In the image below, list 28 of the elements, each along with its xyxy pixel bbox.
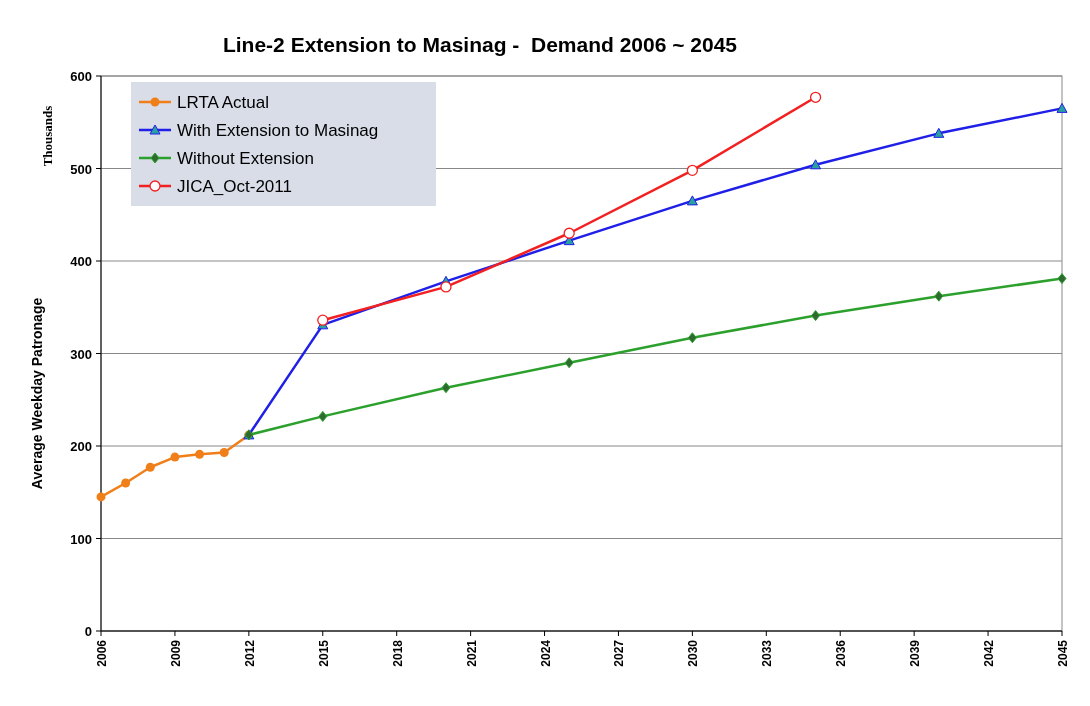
legend-label: LRTA Actual — [177, 93, 269, 112]
x-tick-label: 2036 — [834, 639, 849, 667]
x-tick-label: 2009 — [168, 639, 183, 667]
text: Thousands — [40, 105, 55, 167]
y-tick-label: 600 — [70, 69, 92, 84]
x-tick-label: 2006 — [95, 639, 109, 667]
x-tick-label: 2027 — [612, 639, 627, 667]
x-tick-label: 2012 — [242, 639, 257, 667]
y-tick-label: 200 — [70, 439, 92, 454]
x-tick-label: 2024 — [538, 639, 553, 667]
y-tick-label: 0 — [84, 624, 92, 639]
x-tick-label: 2042 — [982, 639, 997, 667]
y-tick-label: 500 — [70, 161, 92, 177]
x-tick-label: 2015 — [316, 639, 331, 667]
legend-label: With Extension to Masinag — [177, 121, 379, 140]
y-tick-label: 100 — [70, 531, 92, 547]
x-tick-label: 2039 — [908, 639, 923, 667]
x-tick-label: 2021 — [464, 639, 479, 667]
chart-title: Line-2 Extension to Masinag - Demand 2006 ~ 2045 — [222, 33, 738, 56]
y-tick-label: 400 — [70, 254, 92, 269]
y-tick-label: 300 — [70, 346, 92, 362]
x-tick-label: 2045 — [1056, 639, 1070, 667]
legend-label: Without Extension — [177, 149, 315, 168]
x-tick-label: 2030 — [686, 639, 701, 667]
y-axis-title: Average Weekday Patronage — [29, 297, 45, 490]
x-tick-label: 2018 — [390, 639, 405, 667]
legend-label: JICA_Oct-2011 — [177, 177, 292, 196]
x-tick-label: 2033 — [760, 639, 775, 667]
